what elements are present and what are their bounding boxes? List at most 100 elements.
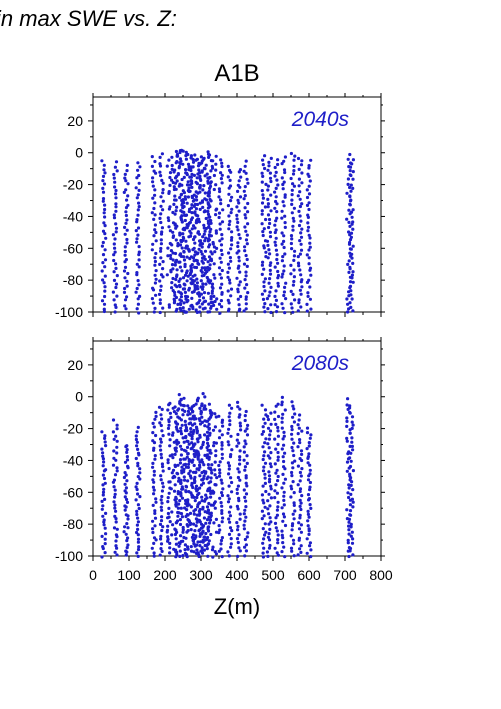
data-point: [180, 515, 184, 519]
data-point: [243, 278, 247, 282]
data-point: [136, 447, 140, 451]
data-point: [243, 206, 247, 210]
data-point: [136, 226, 141, 230]
data-point: [194, 508, 198, 512]
data-point: [292, 542, 296, 546]
data-point: [298, 268, 302, 272]
data-point: [194, 524, 198, 528]
data-point: [211, 240, 215, 245]
data-point: [159, 413, 163, 417]
data-point: [187, 503, 191, 507]
data-point: [188, 412, 192, 416]
data-point: [206, 554, 210, 558]
data-point: [238, 280, 242, 284]
data-point: [351, 270, 355, 274]
data-point: [113, 310, 117, 314]
data-point: [181, 232, 185, 236]
data-point: [283, 155, 287, 159]
data-point: [243, 554, 247, 558]
data-point: [193, 475, 197, 479]
data-point: [160, 230, 164, 234]
data-point: [174, 548, 178, 552]
data-point: [208, 518, 213, 522]
data-point: [208, 184, 213, 188]
data-point: [274, 236, 278, 240]
data-point: [298, 441, 302, 445]
data-point: [170, 178, 174, 182]
data-point: [237, 499, 241, 503]
data-point: [179, 397, 183, 401]
data-point: [261, 193, 265, 197]
data-point: [185, 255, 189, 259]
data-point: [137, 253, 141, 257]
data-point: [209, 532, 213, 537]
data-point: [168, 229, 172, 233]
data-point: [306, 221, 310, 225]
data-point: [123, 504, 127, 508]
data-point: [273, 174, 277, 178]
data-point: [190, 296, 194, 300]
data-point: [185, 555, 189, 559]
data-point: [199, 526, 204, 530]
data-point: [194, 220, 198, 224]
data-point: [180, 148, 184, 152]
data-point: [299, 507, 303, 512]
data-point: [236, 220, 240, 225]
data-point: [173, 263, 177, 267]
data-point: [135, 262, 139, 266]
data-point: [134, 434, 138, 438]
data-point: [275, 305, 280, 309]
data-point: [115, 445, 119, 449]
data-point: [136, 503, 140, 507]
data-point: [284, 297, 288, 301]
data-point: [269, 209, 273, 213]
data-point: [263, 441, 267, 445]
data-point: [236, 475, 240, 480]
data-point: [113, 473, 118, 477]
data-point: [209, 451, 213, 455]
data-point: [154, 433, 158, 438]
data-point: [280, 486, 284, 490]
data-point: [153, 454, 157, 458]
data-point: [347, 524, 351, 528]
data-point: [137, 201, 141, 205]
data-point: [158, 155, 162, 159]
data-point: [243, 418, 247, 423]
data-point: [183, 197, 188, 201]
data-point: [217, 463, 221, 468]
data-point: [201, 529, 205, 533]
data-point: [300, 494, 304, 498]
data-point: [263, 154, 267, 158]
data-point: [114, 434, 118, 438]
data-point: [274, 404, 278, 408]
data-point: [217, 414, 221, 418]
data-point: [269, 261, 273, 265]
data-point: [192, 550, 196, 554]
data-point: [276, 541, 280, 545]
data-point: [180, 183, 184, 187]
data-point: [299, 305, 303, 309]
data-point: [158, 310, 162, 315]
data-point: [219, 547, 223, 551]
data-point: [190, 434, 194, 438]
data-point: [203, 249, 208, 253]
data-point: [275, 468, 279, 472]
data-point: [212, 173, 216, 178]
data-point: [260, 201, 265, 205]
data-point: [126, 517, 130, 521]
data-point: [184, 239, 188, 243]
data-point: [266, 307, 270, 311]
data-point: [195, 176, 199, 180]
data-point: [261, 469, 266, 473]
data-point: [177, 279, 181, 283]
data-point: [197, 417, 201, 421]
data-point: [214, 213, 218, 217]
data-point: [236, 189, 240, 193]
data-point: [112, 216, 117, 220]
data-point: [168, 411, 172, 415]
data-point: [220, 164, 224, 169]
data-point: [262, 501, 266, 505]
data-point: [267, 248, 271, 252]
data-point: [244, 515, 248, 519]
data-point: [244, 442, 248, 446]
